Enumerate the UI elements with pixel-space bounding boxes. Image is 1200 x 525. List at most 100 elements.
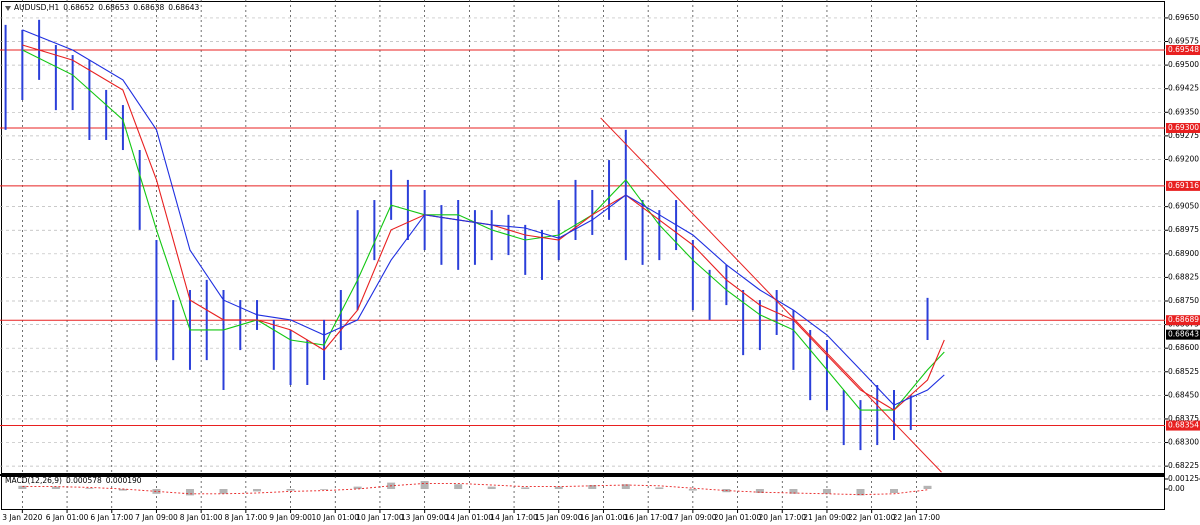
y-tick-label: 0.68900 bbox=[1168, 249, 1199, 258]
macd-reading: 0.000578 bbox=[66, 476, 102, 485]
y-tick-label: 0.69350 bbox=[1168, 107, 1199, 116]
y-tick-label: 0.68225 bbox=[1168, 461, 1199, 470]
level-label-box bbox=[1166, 420, 1200, 431]
x-tick-label: 16 Jan 01:00 bbox=[580, 513, 628, 522]
x-tick-label: 17 Jan 09:00 bbox=[669, 513, 717, 522]
x-tick-label: 7 Jan 09:00 bbox=[135, 513, 178, 522]
level-label-box bbox=[1166, 315, 1200, 326]
y-tick-label: 0.69500 bbox=[1168, 60, 1199, 69]
macd-y-tick-label: 0.001254 bbox=[1168, 474, 1200, 483]
macd-histogram-bar bbox=[521, 487, 530, 490]
x-tick-label: 6 Jan 17:00 bbox=[90, 513, 133, 522]
level-label: 0.69300 bbox=[1168, 123, 1199, 132]
moving-average bbox=[22, 49, 945, 411]
macd-panel-frame bbox=[1, 476, 1165, 510]
macd-histogram-bar bbox=[655, 487, 664, 490]
macd-histogram-bar bbox=[118, 489, 127, 491]
quote-value: 0.68653 bbox=[98, 3, 129, 12]
x-tick-label: 8 Jan 01:00 bbox=[180, 513, 223, 522]
y-tick-label: 0.68375 bbox=[1168, 414, 1199, 423]
macd-histogram-bar bbox=[51, 486, 60, 490]
x-tick-label: 16 Jan 17:00 bbox=[624, 513, 672, 522]
macd-header: MACD(12,26,9) 0.000578 0.000190 bbox=[5, 476, 142, 485]
macd-signal bbox=[22, 482, 928, 496]
x-tick-label: 10 Jan 01:00 bbox=[312, 513, 360, 522]
macd-histogram-bar bbox=[890, 489, 899, 493]
macd-histogram-bar bbox=[755, 489, 764, 493]
macd-histogram-bar bbox=[487, 486, 496, 490]
macd-histogram-bar bbox=[219, 489, 228, 494]
y-tick-label: 0.68525 bbox=[1168, 367, 1199, 376]
y-tick-label: 0.68450 bbox=[1168, 390, 1199, 399]
level-label: 0.69548 bbox=[1168, 45, 1199, 54]
quote-value: 0.68638 bbox=[133, 3, 164, 12]
y-tick-label: 0.69050 bbox=[1168, 202, 1199, 211]
x-tick-label: 14 Jan 01:00 bbox=[446, 513, 494, 522]
x-tick-label: 15 Jan 09:00 bbox=[535, 513, 583, 522]
macd-histogram-bar bbox=[152, 489, 161, 494]
macd-y-tick-label: 0.00 bbox=[1168, 484, 1185, 493]
level-label-box bbox=[1166, 180, 1200, 191]
x-tick-label: 10 Jan 17:00 bbox=[356, 513, 404, 522]
x-tick-label: 22 Jan 01:00 bbox=[848, 513, 896, 522]
symbol-icon bbox=[5, 6, 11, 11]
y-tick-label: 0.68300 bbox=[1168, 438, 1199, 447]
main-panel-frame bbox=[1, 1, 1165, 474]
macd-histogram-bar bbox=[688, 489, 697, 491]
level-label-box bbox=[1166, 123, 1200, 134]
macd-histogram-bar bbox=[18, 485, 27, 490]
macd-histogram-bar bbox=[822, 489, 831, 494]
y-tick-label: 0.69275 bbox=[1168, 131, 1199, 140]
macd-histogram-bar bbox=[454, 484, 463, 490]
macd-histogram-bar bbox=[320, 489, 329, 490]
macd-histogram-bar bbox=[185, 489, 194, 496]
y-tick-label: 0.69200 bbox=[1168, 154, 1199, 163]
macd-histogram-bar bbox=[554, 486, 563, 490]
macd-histogram-bar bbox=[621, 484, 630, 490]
trendline bbox=[600, 117, 942, 473]
level-label: 0.68689 bbox=[1168, 315, 1199, 324]
macd-histogram-bar bbox=[420, 481, 429, 490]
x-tick-label: 13 Jan 09:00 bbox=[401, 513, 449, 522]
y-tick-label: 0.69650 bbox=[1168, 13, 1199, 22]
y-tick-label: 0.68750 bbox=[1168, 296, 1199, 305]
x-tick-label: 8 Jan 17:00 bbox=[224, 513, 267, 522]
macd-histogram-bar bbox=[789, 489, 798, 494]
x-tick-label: 9 Jan 09:00 bbox=[269, 513, 312, 522]
level-label-box bbox=[1166, 45, 1200, 56]
quote-value: 0.68652 bbox=[63, 3, 94, 12]
y-tick-label: 0.69575 bbox=[1168, 37, 1199, 46]
moving-average bbox=[22, 44, 945, 411]
macd-reading: 0.000190 bbox=[106, 476, 142, 485]
x-tick-label: 22 Jan 17:00 bbox=[893, 513, 941, 522]
x-tick-label: 21 Jan 09:00 bbox=[803, 513, 851, 522]
x-tick-label: 20 Jan 17:00 bbox=[759, 513, 807, 522]
level-label: 0.68354 bbox=[1168, 421, 1199, 430]
macd-histogram-bar bbox=[353, 486, 362, 490]
macd-histogram-bar bbox=[85, 488, 94, 490]
macd-histogram-bar bbox=[923, 485, 932, 490]
macd-histogram-bar bbox=[856, 489, 865, 496]
macd-histogram-bar bbox=[588, 485, 597, 490]
x-tick-label: 20 Jan 01:00 bbox=[714, 513, 762, 522]
last-price-box bbox=[1166, 329, 1200, 340]
macd-label: MACD(12,26,9) bbox=[5, 476, 62, 485]
y-tick-label: 0.68825 bbox=[1168, 272, 1199, 281]
level-label: 0.69116 bbox=[1168, 181, 1199, 190]
last-price-label: 0.68643 bbox=[1168, 330, 1199, 339]
quote-value: 0.68643 bbox=[168, 3, 199, 12]
y-tick-label: 0.68600 bbox=[1168, 343, 1199, 352]
symbol-label: AUDUSD,H1 bbox=[14, 3, 59, 12]
x-tick-label: 3 Jan 2020 bbox=[2, 513, 42, 522]
y-tick-label: 0.69425 bbox=[1168, 84, 1199, 93]
y-tick-label: 0.68975 bbox=[1168, 225, 1199, 234]
x-tick-label: 14 Jan 17:00 bbox=[490, 513, 538, 522]
moving-average bbox=[22, 29, 945, 406]
chart-header: AUDUSD,H1 0.68652 0.68653 0.68638 0.68643 bbox=[14, 3, 200, 12]
x-tick-label: 6 Jan 01:00 bbox=[46, 513, 89, 522]
macd-histogram-bar bbox=[253, 489, 262, 492]
